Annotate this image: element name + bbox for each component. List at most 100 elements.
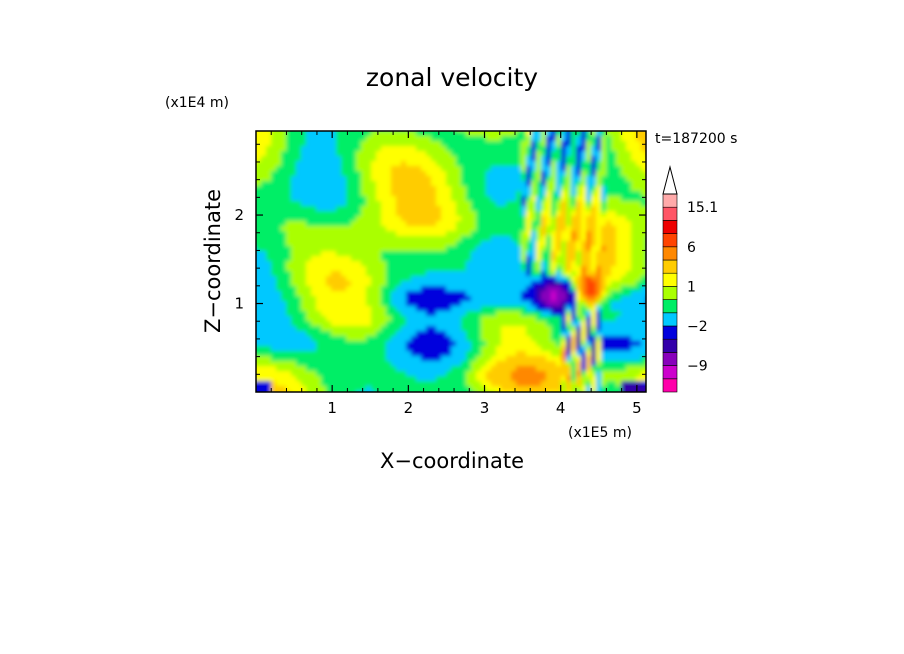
contour-cell <box>551 276 557 282</box>
contour-cell <box>486 221 492 227</box>
contour-cell <box>581 351 587 357</box>
contour-cell <box>461 321 467 327</box>
contour-cell <box>486 196 492 202</box>
contour-cell <box>331 321 337 327</box>
contour-cell <box>296 266 302 272</box>
contour-cell <box>521 131 527 137</box>
contour-cell <box>271 231 277 237</box>
contour-cell <box>566 216 572 222</box>
contour-cell <box>366 376 372 382</box>
contour-cell <box>381 326 387 332</box>
contour-cell <box>351 186 357 192</box>
contour-cell <box>486 246 492 252</box>
contour-cell <box>291 306 297 312</box>
contour-cell <box>466 286 472 292</box>
contour-cell <box>431 206 437 212</box>
contour-cell <box>376 371 382 377</box>
contour-cell <box>371 366 377 372</box>
contour-cell <box>541 301 547 307</box>
contour-cell <box>631 341 637 347</box>
contour-cell <box>531 211 537 217</box>
contour-cell <box>456 331 462 337</box>
contour-cell <box>521 371 527 377</box>
contour-cell <box>376 141 382 147</box>
contour-cell <box>541 176 547 182</box>
contour-cell <box>636 221 642 227</box>
contour-cell <box>296 396 302 402</box>
contour-cell <box>316 361 322 367</box>
contour-cell <box>301 246 307 252</box>
contour-cell <box>331 326 337 332</box>
contour-cell <box>401 356 407 362</box>
contour-cell <box>376 146 382 152</box>
contour-cell <box>341 351 347 357</box>
contour-cell <box>371 386 377 392</box>
contour-cell <box>561 311 567 317</box>
contour-cell <box>281 251 287 257</box>
contour-cell <box>371 201 377 207</box>
contour-cell <box>361 386 367 392</box>
contour-cell <box>471 271 477 277</box>
contour-cell <box>591 201 597 207</box>
colorbar-swatch <box>662 193 678 208</box>
contour-cell <box>521 376 527 382</box>
contour-cell <box>311 361 317 367</box>
contour-cell <box>616 301 622 307</box>
contour-cell <box>441 231 447 237</box>
contour-cell <box>506 341 512 347</box>
chart-title: zonal velocity <box>366 63 538 92</box>
contour-cell <box>511 201 517 207</box>
contour-cell <box>331 331 337 337</box>
contour-cell <box>481 291 487 297</box>
contour-cell <box>511 266 517 272</box>
contour-cell <box>556 261 562 267</box>
contour-cell <box>591 206 597 212</box>
contour-cell <box>521 206 527 212</box>
contour-cell <box>631 146 637 152</box>
contour-cell <box>551 371 557 377</box>
contour-cell <box>551 201 557 207</box>
contour-cell <box>281 276 287 282</box>
contour-cell <box>296 341 302 347</box>
contour-cell <box>526 346 532 352</box>
contour-cell <box>396 291 402 297</box>
contour-cell <box>451 251 457 257</box>
contour-cell <box>296 221 302 227</box>
contour-cell <box>351 346 357 352</box>
contour-cell <box>391 276 397 282</box>
contour-cell <box>396 146 402 152</box>
contour-cell <box>436 226 442 232</box>
contour-cell <box>561 331 567 337</box>
contour-cell <box>311 261 317 267</box>
contour-cell <box>326 351 332 357</box>
contour-cell <box>341 276 347 282</box>
contour-cell <box>316 201 322 207</box>
contour-cell <box>306 151 312 157</box>
contour-cell <box>636 386 642 392</box>
contour-cell <box>331 176 337 182</box>
contour-cell <box>421 276 427 282</box>
contour-cell <box>391 186 397 192</box>
contour-cell <box>471 371 477 377</box>
contour-cell <box>566 211 572 217</box>
contour-cell <box>266 316 272 322</box>
contour-cell <box>611 151 617 157</box>
contour-cell <box>606 256 612 262</box>
contour-cell <box>401 386 407 392</box>
contour-cell <box>291 341 297 347</box>
contour-cell <box>431 346 437 352</box>
contour-cell <box>256 186 262 192</box>
contour-cell <box>271 286 277 292</box>
contour-cell <box>401 271 407 277</box>
contour-cell <box>521 171 527 177</box>
contour-cell <box>271 366 277 372</box>
contour-cell <box>351 301 357 307</box>
contour-cell <box>441 346 447 352</box>
contour-cell <box>471 386 477 392</box>
contour-cell <box>621 271 627 277</box>
contour-cell <box>601 266 607 272</box>
contour-cell <box>466 336 472 342</box>
contour-cell <box>506 301 512 307</box>
contour-cell <box>616 271 622 277</box>
contour-cell <box>281 146 287 152</box>
